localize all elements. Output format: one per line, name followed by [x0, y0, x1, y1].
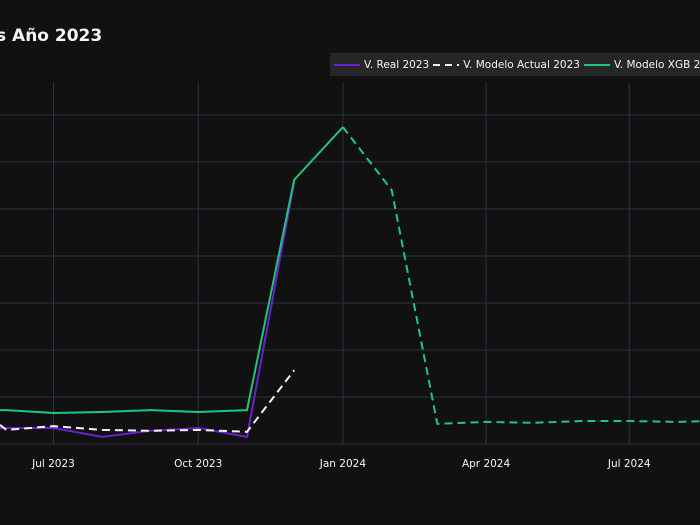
gridlines — [0, 82, 700, 445]
legend-item[interactable]: V. Modelo XGB 2023 — [583, 58, 700, 71]
series-line-2 — [0, 126, 344, 415]
legend[interactable]: V. Real 2023 V. Modelo Actual 2023 V. Mode… — [330, 53, 700, 76]
legend-label: V. Modelo Actual 2023 — [463, 58, 580, 71]
x-tick-label: Apr 2024 — [462, 458, 511, 470]
x-tick-label: Oct 2023 — [174, 458, 222, 470]
legend-item[interactable]: V. Modelo Actual 2023 — [433, 59, 580, 71]
legend-swatch-icon — [334, 63, 360, 66]
legend-swatch-icon — [583, 63, 610, 66]
x-tick-label: Jan 2024 — [319, 458, 367, 470]
series-line-0 — [0, 181, 296, 439]
legend-label: V. Modelo XGB 2023 — [613, 58, 700, 71]
x-tick-label: Jul 2024 — [607, 458, 651, 470]
chart-title: s Año 2023 — [0, 26, 103, 46]
legend-label: V. Real 2023 — [364, 58, 430, 71]
legend-swatch-icon — [433, 63, 460, 66]
x-tick-label: Jul 2023 — [31, 458, 75, 470]
series-line-1 — [0, 369, 295, 433]
legend-item[interactable]: V. Real 2023 — [334, 59, 429, 71]
series-line-3 — [342, 126, 700, 425]
series-lines — [0, 126, 700, 439]
x-axis-ticks: Jul 2023 Oct 2023 Jan 2024 Apr 2024 Jul 2024 — [31, 458, 651, 470]
